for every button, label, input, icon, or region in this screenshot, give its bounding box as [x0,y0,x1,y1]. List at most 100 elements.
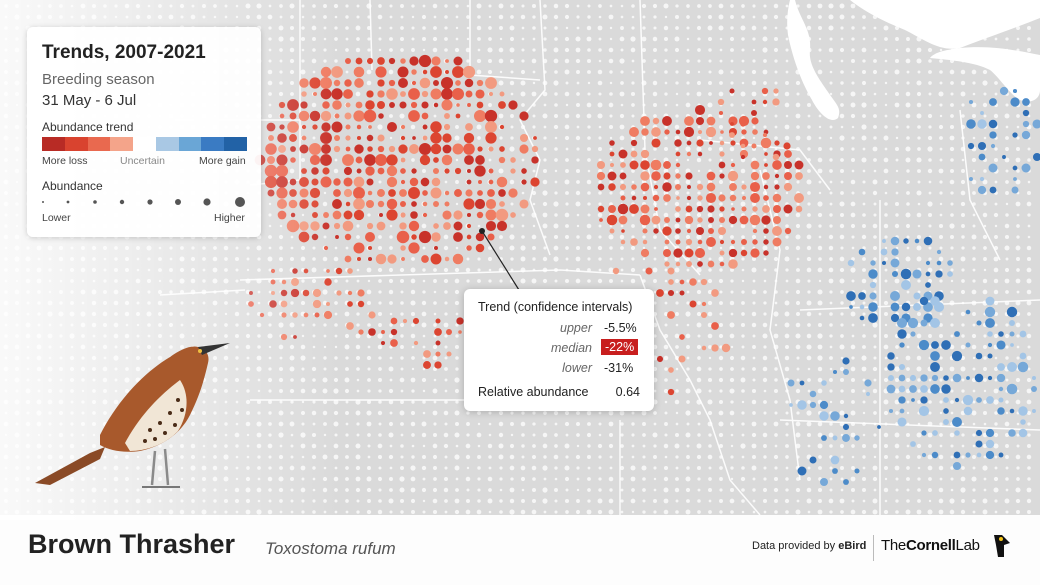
grid-dot [696,366,702,372]
decline-dot [445,59,449,63]
grid-dot [686,367,690,371]
grid-dot [829,257,833,261]
grid-dot [685,333,691,339]
grid-dot [785,488,789,492]
grid-dot [905,102,911,108]
grid-dot [784,102,790,108]
grid-dot [653,70,657,74]
decline-dot [444,256,450,262]
grid-dot [708,147,712,151]
grid-dot [795,278,801,284]
decline-dot [474,198,486,210]
decline-dot [465,123,473,131]
grid-dot [839,47,845,53]
grid-dot [796,499,800,503]
decline-dot [609,162,615,168]
grid-dot [829,202,833,206]
decline-dot [342,154,354,166]
grid-dot [620,433,624,437]
decline-dot [519,199,529,209]
grid-dot [597,113,603,119]
grid-dot [994,510,998,514]
grid-dot [553,3,559,9]
grid-dot [554,147,558,151]
grid-dot [829,92,833,96]
grid-dot [1005,191,1009,195]
grid-dot [906,191,910,195]
grid-dot [840,37,844,41]
grid-dot [444,466,448,470]
decline-dot [379,213,383,217]
grid-dot [939,114,943,118]
grid-dot [795,487,801,493]
grid-dot [719,224,723,228]
grid-dot [598,92,602,96]
decline-dot [773,216,781,224]
decline-dot [686,140,692,146]
grid-dot [356,323,360,327]
grid-dot [697,510,701,514]
grid-dot [576,4,580,8]
grid-dot [939,422,943,426]
grid-dot [631,455,635,459]
grid-dot [862,411,866,415]
grid-dot [839,234,845,240]
grid-dot [608,509,614,515]
grid-dot [554,279,558,283]
grid-dot [466,37,470,41]
decline-dot [409,144,419,154]
grid-dot [400,510,404,514]
decline-dot [607,171,617,181]
decline-dot [422,135,428,141]
decline-dot [686,195,692,201]
decline-dot [451,87,465,101]
grid-dot [983,114,987,118]
grid-dot [718,421,724,427]
grid-dot [905,91,911,97]
grid-dot [608,267,614,273]
grid-dot [476,69,482,75]
grid-dot [366,399,372,405]
grid-dot [861,476,867,482]
grid-dot [784,300,790,306]
grid-dot [873,257,877,261]
grid-dot [367,279,371,283]
grid-dot [685,388,691,394]
grid-dot [927,465,933,471]
grid-dot [685,102,691,108]
grid-dot [477,488,481,492]
grid-dot [928,334,932,338]
grid-dot [1016,235,1020,239]
grid-dot [586,509,592,515]
decline-dot [365,166,375,176]
grid-dot [993,289,999,295]
grid-dot [993,432,999,438]
grid-dot [740,223,746,229]
grid-dot [850,377,856,383]
grid-dot [377,509,383,515]
grid-dot [784,311,790,317]
grid-dot [455,26,459,30]
grid-dot [994,356,998,360]
decline-dot [368,311,376,319]
grid-dot [411,345,415,349]
grid-dot [829,378,833,382]
grid-dot [927,432,933,438]
grid-dot [730,510,734,514]
decline-dot [434,361,442,369]
grid-dot [455,356,459,360]
grid-dot [795,333,801,339]
grid-dot [994,378,998,382]
decline-dot [366,178,374,186]
decline-dot [390,317,398,325]
grid-dot [905,113,911,119]
grid-dot [839,498,845,504]
decline-dot [430,66,442,78]
grid-dot [674,135,680,141]
decline-dot [421,255,429,263]
decline-dot [629,127,639,137]
grid-dot [950,103,954,107]
grid-dot [807,202,811,206]
grid-dot [708,477,712,481]
grid-dot [817,3,823,9]
